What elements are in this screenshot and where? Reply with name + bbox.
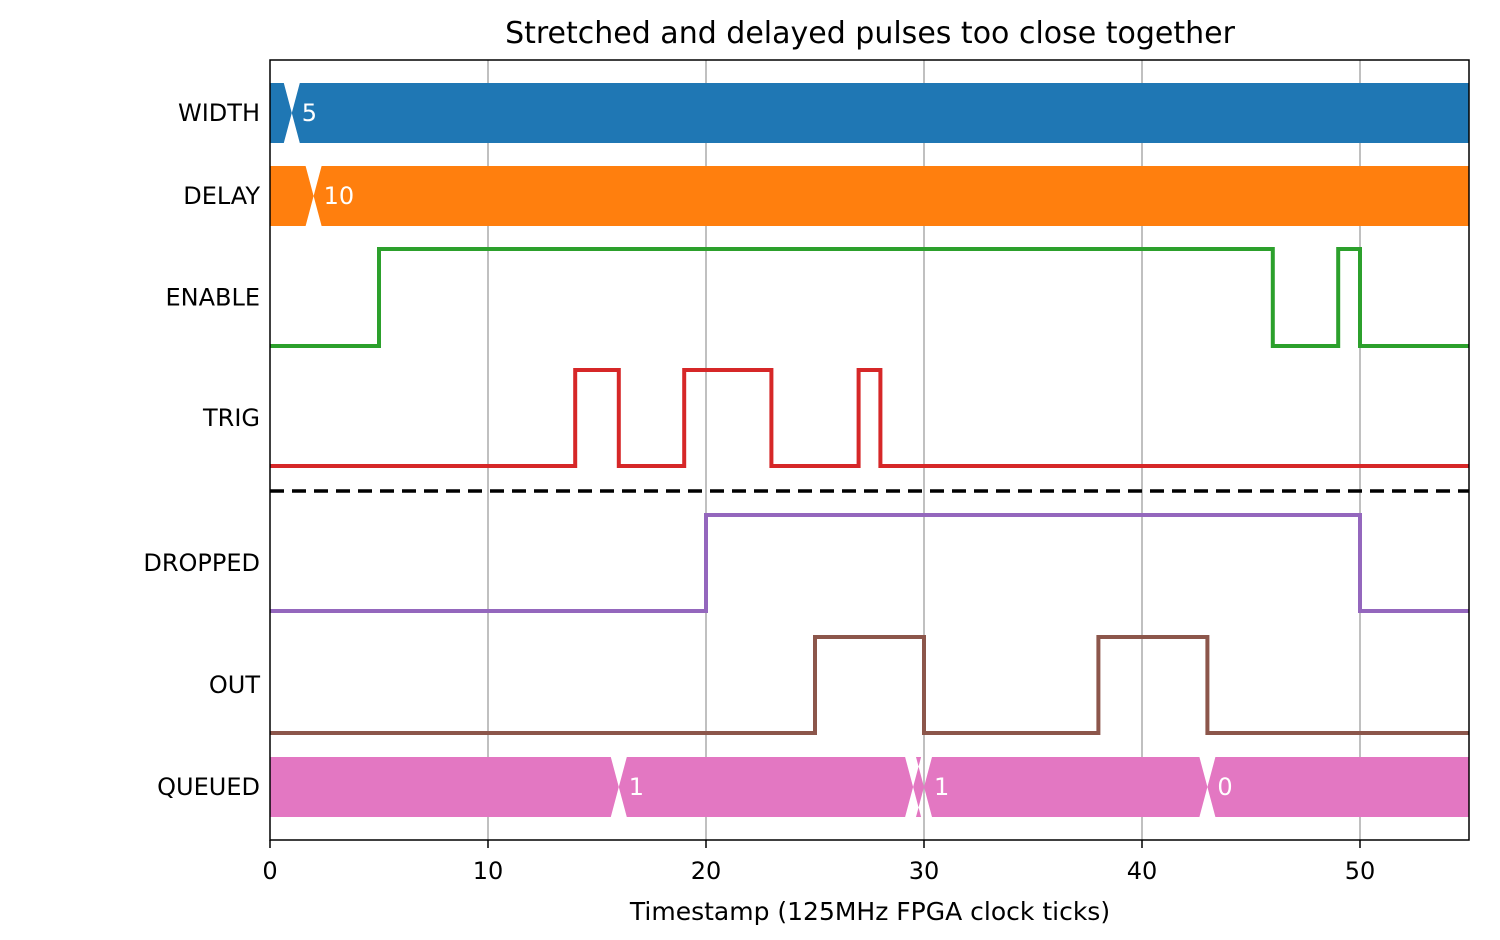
x-tick-label: 50 [1345, 857, 1376, 885]
x-tick-label: 30 [909, 857, 940, 885]
x-tick-label: 40 [1127, 857, 1158, 885]
bus-segment [291, 83, 1469, 143]
signal-label: ENABLE [165, 284, 260, 312]
chart-title: Stretched and delayed pulses too close t… [505, 16, 1236, 51]
wire-trace [270, 513, 1469, 613]
bus-segment [618, 757, 914, 817]
bus-segment [913, 757, 924, 817]
bus-segment [270, 757, 619, 817]
x-axis-label: Timestamp (125MHz FPGA clock ticks) [629, 897, 1110, 926]
bus-segment [270, 166, 314, 226]
plot-frame [269, 59, 1470, 841]
signal-label: WIDTH [178, 99, 260, 127]
bus-value-label: 1 [934, 773, 949, 801]
signal-label: DELAY [183, 182, 260, 210]
bus-value-label: 0 [1217, 773, 1232, 801]
x-tick-label: 0 [262, 857, 277, 885]
wire-trace [270, 247, 1469, 348]
bus-value-label: 1 [629, 773, 644, 801]
signal-label: OUT [209, 671, 260, 699]
wire-trace [270, 368, 1469, 468]
x-tick-label: 10 [473, 857, 504, 885]
wire-trace [270, 635, 1469, 735]
bus-segment [924, 757, 1208, 817]
bus-segment [270, 83, 292, 143]
signal-label: QUEUED [157, 773, 260, 801]
bus-segment [313, 166, 1470, 226]
bus-segment [1207, 757, 1469, 817]
signal-labels: WIDTH DELAY ENABLE TRIG DROPPED OUT QUEUED [143, 99, 260, 801]
bus-value-label: 10 [324, 182, 355, 210]
x-tick-label: 20 [691, 857, 722, 885]
signal-label: TRIG [202, 404, 260, 432]
x-axis-ticks: 0 10 20 30 40 50 [262, 840, 1375, 885]
signal-label: DROPPED [143, 549, 260, 577]
bus-value-label: 5 [302, 99, 317, 127]
signal-traces: 5101210 [270, 83, 1470, 817]
